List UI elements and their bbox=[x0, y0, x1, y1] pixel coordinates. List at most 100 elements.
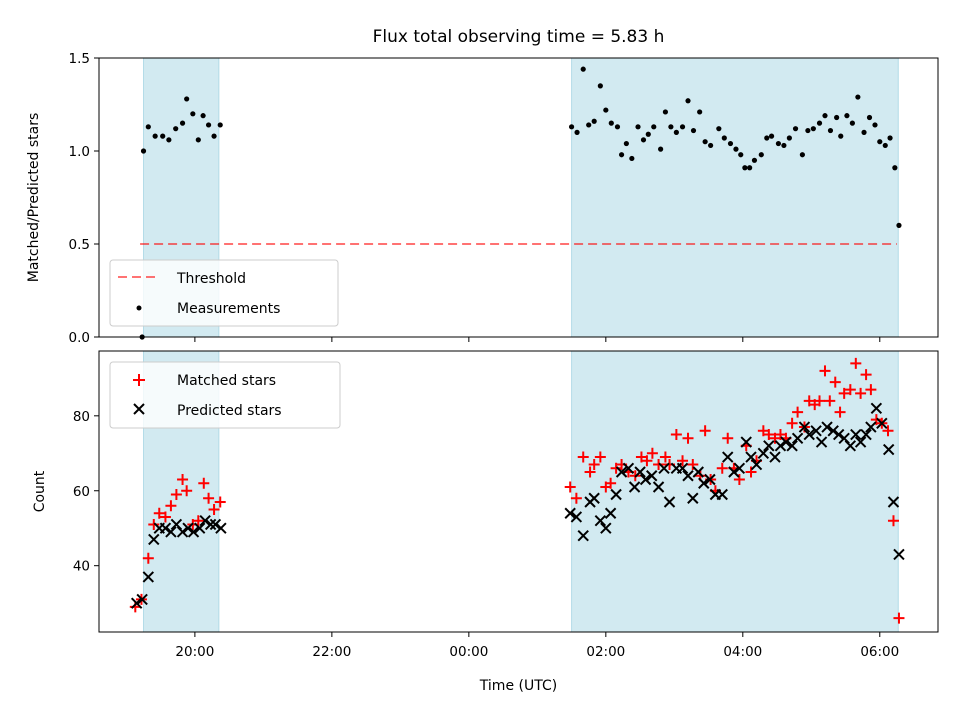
matched-star-point bbox=[203, 492, 215, 504]
predicted-star-point bbox=[622, 462, 635, 474]
top-axes-frame bbox=[98, 57, 939, 338]
predicted-star-point bbox=[577, 530, 589, 542]
predicted-star-point bbox=[876, 417, 888, 430]
matched-star-point bbox=[159, 511, 171, 523]
top-y-tick-label: 1.5 bbox=[69, 51, 90, 67]
matched-star-point bbox=[745, 466, 757, 478]
predicted-star-point bbox=[687, 492, 699, 504]
measurement-point bbox=[877, 139, 883, 145]
top-y-tick-label: 0.0 bbox=[69, 330, 90, 346]
predicted-star-point bbox=[588, 492, 600, 504]
measurement-point bbox=[810, 126, 816, 132]
measurement-point bbox=[623, 140, 629, 147]
predicted-star-point bbox=[142, 571, 155, 583]
top-y-tick-label: 0.5 bbox=[69, 237, 90, 253]
measurement-point bbox=[580, 66, 586, 72]
bottom-legend: Matched stars Predicted stars bbox=[109, 361, 341, 429]
predicted-star-point bbox=[728, 466, 740, 478]
predicted-star-point bbox=[832, 428, 845, 441]
predicted-star-point bbox=[750, 458, 763, 471]
predicted-star-point bbox=[854, 436, 867, 448]
measurement-point bbox=[892, 165, 898, 171]
measurement-point bbox=[685, 98, 691, 104]
measurement-point bbox=[184, 96, 190, 102]
bottom-legend-box bbox=[109, 361, 341, 429]
predicted-star-point bbox=[193, 522, 206, 534]
matched-star-point bbox=[786, 417, 798, 429]
predicted-star-point bbox=[692, 466, 704, 478]
measurement-point bbox=[805, 127, 811, 134]
predicted-star-point bbox=[215, 522, 227, 534]
matched-star-point bbox=[208, 503, 220, 515]
top-observing-bands bbox=[143, 57, 899, 338]
matched-star-point bbox=[763, 429, 775, 441]
predicted-star-point bbox=[704, 473, 716, 486]
matched-star-point bbox=[699, 425, 711, 437]
matched-star-point bbox=[588, 459, 600, 471]
measurement-point bbox=[645, 131, 651, 137]
measurement-point bbox=[721, 135, 727, 141]
predicted-star-point bbox=[658, 462, 670, 474]
matched-star-point bbox=[850, 357, 862, 369]
measurement-point bbox=[733, 146, 739, 152]
measurement-point bbox=[887, 135, 893, 141]
measurement-point bbox=[702, 139, 708, 145]
measurement-point bbox=[775, 140, 782, 147]
measurement-point bbox=[140, 148, 147, 154]
matched-star-point bbox=[819, 365, 831, 377]
predicted-star-point bbox=[610, 488, 622, 501]
matched-star-point bbox=[687, 459, 699, 471]
matched-star-point bbox=[142, 552, 154, 564]
measurement-point bbox=[861, 129, 867, 135]
measurement-point bbox=[668, 124, 674, 130]
measurement-point bbox=[211, 133, 217, 139]
measurement-point bbox=[173, 126, 179, 132]
predicted-star-point bbox=[740, 436, 752, 448]
matched-star-point bbox=[882, 425, 894, 437]
predicted-star-point bbox=[682, 470, 694, 482]
measurement-point bbox=[844, 113, 850, 119]
matched-star-point bbox=[577, 451, 589, 463]
matched-star-point bbox=[570, 492, 582, 504]
measurement-point bbox=[635, 124, 641, 130]
measurement-point bbox=[822, 113, 828, 119]
measurement-point bbox=[614, 124, 621, 130]
predicted-star-point bbox=[199, 515, 211, 527]
predicted-star-point bbox=[716, 488, 728, 501]
chart-title: Flux total observing time = 5.83 h bbox=[373, 27, 665, 47]
matched-star-point bbox=[670, 429, 682, 441]
measurement-point bbox=[673, 129, 679, 135]
matched-star-point bbox=[605, 477, 617, 489]
legend-matched-swatch bbox=[133, 374, 145, 386]
predicted-stars-points bbox=[130, 402, 905, 609]
measurement-point bbox=[834, 114, 840, 121]
matched-star-point bbox=[646, 447, 658, 459]
matched-star-point bbox=[148, 518, 160, 530]
predicted-star-point bbox=[646, 470, 658, 482]
matched-star-point bbox=[844, 384, 856, 396]
measurement-point bbox=[781, 142, 787, 149]
predicted-star-point bbox=[564, 507, 576, 519]
matched-star-point bbox=[855, 387, 867, 399]
measurement-point bbox=[640, 137, 647, 143]
predicted-star-point bbox=[663, 496, 676, 508]
measurement-point bbox=[751, 157, 758, 163]
matched-star-point bbox=[653, 459, 665, 471]
measurement-point bbox=[179, 120, 186, 126]
measurement-point bbox=[708, 142, 714, 149]
predicted-star-point bbox=[757, 447, 770, 459]
measurement-point bbox=[166, 137, 172, 143]
bottom-axes-frame bbox=[98, 350, 939, 633]
matched-star-point bbox=[192, 515, 204, 527]
matched-star-point bbox=[893, 612, 905, 624]
legend-measurements-swatch bbox=[136, 305, 142, 311]
matched-star-point bbox=[177, 474, 189, 486]
top-y-axis-label: Matched/Predicted stars bbox=[26, 113, 42, 283]
measurement-point bbox=[603, 107, 609, 113]
bottom-axis-ticks: 40 60 80 20:00 22:00 00:00 02:00 04:00 06:00 bbox=[73, 409, 899, 660]
predicted-star-point bbox=[882, 443, 895, 456]
measurement-point bbox=[764, 135, 770, 141]
x-tick-label: 06:00 bbox=[860, 644, 899, 660]
matched-star-point bbox=[824, 395, 836, 407]
